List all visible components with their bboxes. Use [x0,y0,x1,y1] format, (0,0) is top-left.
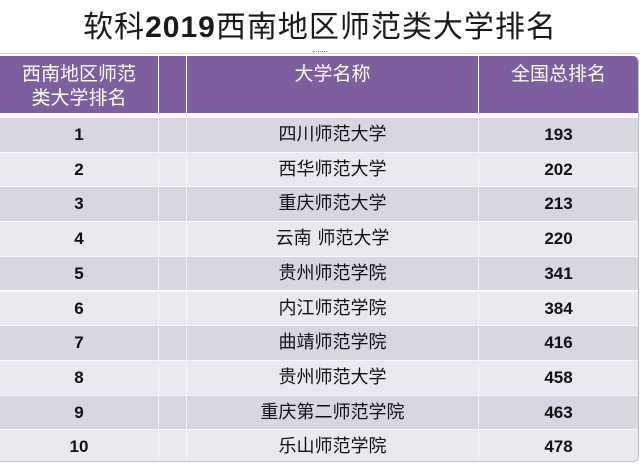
blank-cell [158,395,186,430]
national-rank-cell: 220 [478,222,638,256]
title-prefix: 软科 [83,10,146,45]
university-name-cell: 云南 师范大学 [186,222,478,256]
resize-handle[interactable] [313,51,327,55]
table-row: 6 内江师范学院 384 [0,290,638,326]
table-row: 8 贵州师范大学 458 [0,359,638,395]
page-title: 软科2019西南地区师范类大学排名 [0,10,640,46]
regional-rank-cell: 2 [74,159,84,179]
blank-cell [158,430,186,461]
blank-cell [158,152,186,187]
header-regional-rank-line1: 西南地区师范 [21,63,136,85]
national-rank-cell: 463 [478,395,638,430]
regional-rank-cell: 9 [74,402,84,422]
blank-cell [158,187,186,222]
header-regional-rank-line2: 类大学排名 [31,87,127,109]
regional-rank-cell: 10 [69,437,89,457]
blank-cell [158,222,186,256]
table-row: 10 乐山师范学院 478 [0,429,638,461]
blank-cell [158,118,186,152]
ranking-table: 西南地区师范 类大学排名 大学名称 全国总排名 1 四川师范大学 193 2 西… [0,56,639,462]
university-name-cell: 贵州师范大学 [186,360,478,395]
national-rank-cell: 341 [478,256,638,291]
title-suffix: 西南地区师范类大学排名 [215,10,557,45]
university-name-cell: 乐山师范学院 [186,430,478,461]
header-university-name: 大学名称 [186,56,478,113]
university-name-cell: 重庆师范大学 [186,187,478,222]
regional-rank-cell: 1 [74,125,84,144]
university-name-cell: 重庆第二师范学院 [186,395,478,430]
national-rank-cell: 458 [478,360,638,395]
header-regional-rank: 西南地区师范 类大学排名 [0,56,158,113]
header-divider [0,113,638,117]
regional-rank-cell: 3 [74,194,84,214]
regional-rank-cell: 5 [74,263,84,283]
table-row: 1 四川师范大学 193 [0,117,638,152]
table-row: 9 重庆第二师范学院 463 [0,394,638,430]
table-row: 7 曲靖师范学院 416 [0,325,638,360]
blank-cell [158,360,186,395]
national-rank-cell: 213 [478,187,638,222]
header-blank [158,56,186,113]
regional-rank-cell: 7 [74,333,84,353]
university-name-cell: 内江师范学院 [186,291,478,326]
table-row: 5 贵州师范学院 341 [0,255,638,291]
regional-rank-cell: 6 [74,298,84,318]
table-row: 2 西华师范大学 202 [0,151,638,187]
regional-rank-cell: 8 [74,367,84,387]
university-name-cell: 曲靖师范学院 [186,326,478,360]
national-rank-cell: 416 [478,326,638,360]
table-row: 4 云南 师范大学 220 [0,221,638,256]
blank-cell [158,326,186,360]
regional-rank-cell: 4 [74,229,84,249]
table-header-row: 西南地区师范 类大学排名 大学名称 全国总排名 [0,56,638,113]
table-top-border [0,53,640,54]
header-national-rank: 全国总排名 [478,56,638,113]
table-row: 3 重庆师范大学 213 [0,186,638,222]
national-rank-cell: 202 [478,152,638,187]
university-name-cell: 四川师范大学 [186,118,478,152]
blank-cell [158,256,186,291]
university-name-cell: 贵州师范学院 [186,256,478,291]
title-year: 2019 [145,11,216,44]
national-rank-cell: 193 [478,118,638,152]
national-rank-cell: 384 [478,291,638,326]
blank-cell [158,291,186,326]
national-rank-cell: 478 [478,430,638,461]
university-name-cell: 西华师范大学 [186,152,478,187]
